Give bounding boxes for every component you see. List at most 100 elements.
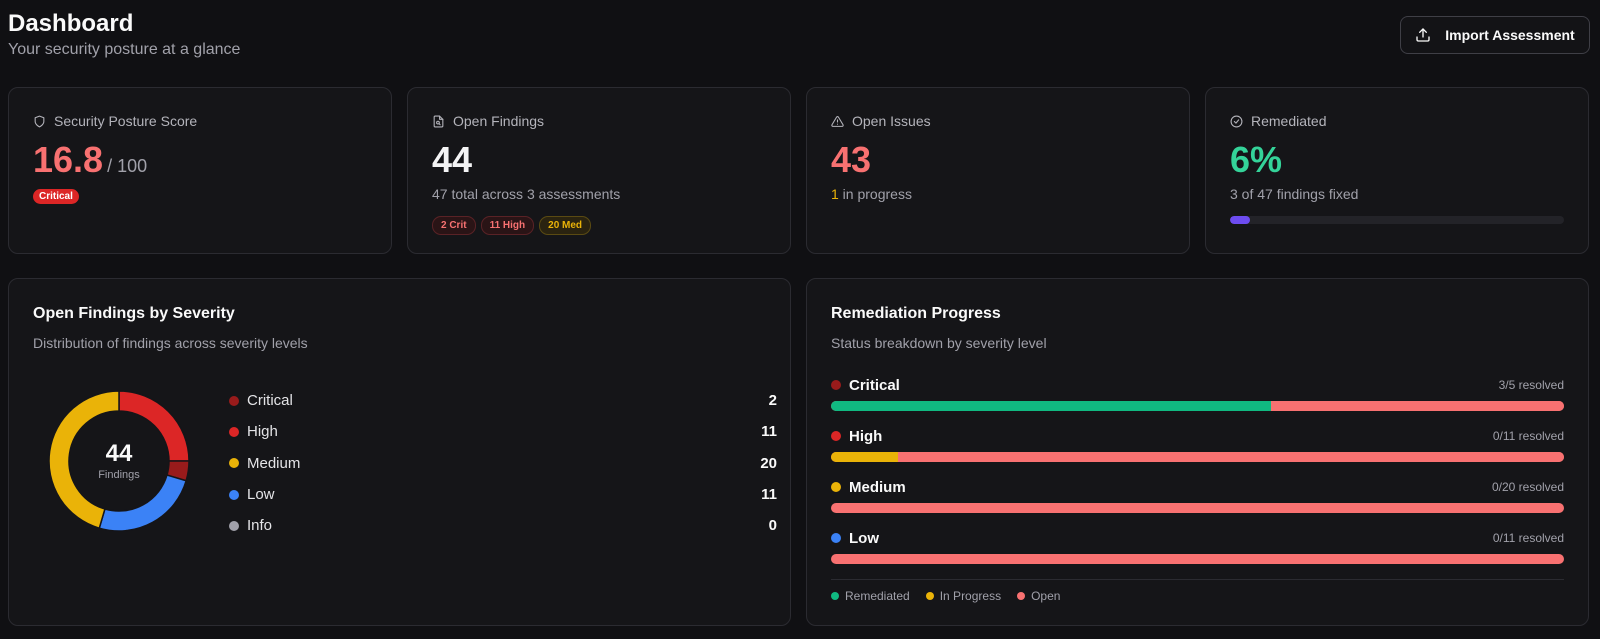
open-issues-label: Open Issues [852,113,931,129]
bar-segment-open [831,554,1564,564]
bar-segment-open [1270,401,1564,411]
severity-card-desc: Distribution of findings across severity… [33,335,308,351]
resolved-count: 0/20 resolved [1491,480,1564,494]
legend-dot [229,520,239,531]
in-progress-count: 1 [831,186,839,202]
file-search-icon [433,115,444,127]
posture-max: / 100 [107,156,148,176]
severity-dot [831,431,841,441]
remediated-label: Remediated [1251,113,1327,129]
legend-value: 20 [760,454,777,472]
page-subtitle: Your security posture at a glance [8,41,241,58]
open-issues-card: Open Issues 43 1 in progress [806,87,1190,254]
remediation-legend: Remediated In Progress Open [831,589,1060,603]
remediation-bar [831,452,1564,462]
open-findings-value: 44 [432,139,473,180]
remediation-card-desc: Status breakdown by severity level [831,335,1047,351]
bar-segment-open [897,452,1564,462]
import-assessment-label: Import Assessment [1445,27,1575,43]
remediation-list: Critical 3/5 resolved High 0/11 resolved Med… [831,375,1564,579]
legend-label: Remediated [845,589,910,603]
donut-svg [48,390,190,532]
legend-item-high: High 11 [229,416,777,447]
legend-value: 11 [761,486,777,504]
legend-name: Critical [247,392,293,410]
donut-slice-medium[interactable] [48,390,120,530]
legend-item-info: Info 0 [229,510,777,541]
legend-label: Open [1031,589,1061,603]
remediation-card-title: Remediation Progress [831,305,1001,322]
legend-dot [831,592,839,600]
remediation-severity-name: Medium [849,478,906,496]
divider [831,579,1564,580]
remediated-card: Remediated 6% 3 of 47 findings fixed [1205,87,1589,254]
upload-icon [1416,28,1430,42]
remediation-row-low: Low 0/11 resolved [831,528,1564,579]
remediated-progress-fill [1230,216,1251,224]
pill-critical: 2 Crit [432,216,476,235]
legend-name: Medium [247,454,301,472]
bar-segment-remediated [831,401,1271,411]
security-posture-card: Security Posture Score 16.8/ 100 Critica… [8,87,392,254]
remediation-bar [831,554,1564,564]
remediation-progress-card: Remediation Progress Status breakdown by… [806,278,1589,626]
legend-dot [1017,592,1026,600]
remediation-row-critical: Critical 3/5 resolved [831,375,1564,426]
donut-total: 44 [105,440,133,467]
resolved-count: 0/11 resolved [1492,429,1564,443]
remediated-progress-track [1230,216,1564,224]
legend-dot [229,426,239,437]
open-findings-sub: 47 total across 3 assessments [432,186,621,202]
legend-value: 0 [768,517,777,535]
posture-label: Security Posture Score [54,113,198,129]
legend-item-open: Open [1017,589,1060,603]
alert-triangle-icon [831,115,844,127]
check-circle-icon [1230,115,1243,127]
bar-segment-open [831,503,1564,513]
legend-value: 2 [768,392,777,410]
legend-item-in-progress: In Progress [925,589,1002,603]
legend-dot [229,489,239,500]
legend-item-critical: Critical 2 [229,385,777,416]
open-issues-value: 43 [831,139,872,180]
resolved-count: 3/5 resolved [1498,378,1564,392]
import-assessment-button[interactable]: Import Assessment [1400,16,1590,54]
severity-dot [831,380,841,390]
severity-legend: Critical 2 High 11 Medium 20 Low 11 Info 0 [229,385,777,541]
severity-dot [831,482,841,492]
legend-label: In Progress [939,589,1002,603]
bar-segment-in-progress [831,452,898,462]
open-findings-card: Open Findings 44 47 total across 3 asses… [407,87,791,254]
legend-item-medium: Medium 20 [229,448,777,479]
pill-medium: 20 Med [539,216,592,235]
remediation-bar [831,401,1564,411]
legend-name: Info [247,517,273,535]
remediation-bar [831,503,1564,513]
legend-name: High [247,423,278,441]
remediation-row-medium: Medium 0/20 resolved [831,477,1564,528]
resolved-count: 0/11 resolved [1492,531,1564,545]
remediation-severity-name: Low [849,529,879,547]
page-title: Dashboard [8,10,134,37]
page-header: Dashboard Your security posture at a gla… [8,10,1590,70]
findings-by-severity-card: Open Findings by Severity Distribution o… [8,278,791,626]
remediated-sub: 3 of 47 findings fixed [1230,186,1359,202]
legend-dot [229,458,239,469]
remediation-severity-name: Critical [849,376,900,394]
legend-item-low: Low 11 [229,479,777,510]
legend-name: Low [247,486,275,504]
legend-dot [925,592,934,600]
remediated-value: 6% [1230,139,1283,180]
status-badge: Critical [33,189,79,204]
posture-score: 16.8 [33,139,104,180]
shield-icon [34,115,45,127]
pill-high: 11 High [480,216,535,235]
remediation-severity-name: High [849,427,883,445]
legend-value: 11 [761,423,777,441]
donut-total-label: Findings [98,469,140,481]
severity-card-title: Open Findings by Severity [33,305,235,322]
remediation-row-high: High 0/11 resolved [831,426,1564,477]
in-progress-text: in progress [838,186,912,202]
legend-item-remediated: Remediated [831,589,910,603]
severity-donut-chart: 44 Findings [47,389,191,533]
